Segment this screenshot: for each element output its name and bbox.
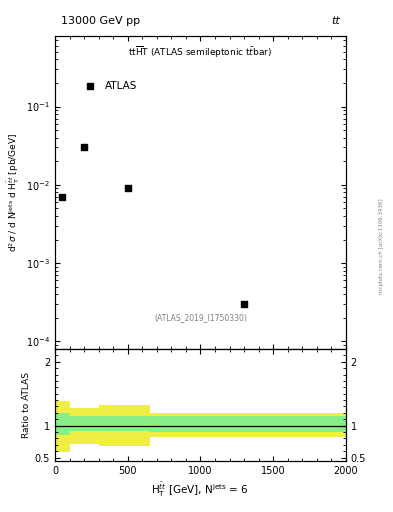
Text: 13000 GeV pp: 13000 GeV pp (61, 16, 140, 27)
Point (81, 143, 87, 152)
Text: mcplots.cern.ch [arXiv:1306.3436]: mcplots.cern.ch [arXiv:1306.3436] (379, 198, 384, 293)
Text: (ATLAS_2019_I1750330): (ATLAS_2019_I1750330) (154, 313, 247, 322)
Point (125, 184, 131, 193)
Point (241, 300, 247, 308)
Y-axis label: Ratio to ATLAS: Ratio to ATLAS (22, 372, 31, 438)
Point (52, 30, 58, 38)
Text: tt: tt (331, 16, 340, 27)
X-axis label: H$_{\rm T}^{\bar{t}t}$ [GeV], N$^{\rm jets}$ = 6: H$_{\rm T}^{\bar{t}t}$ [GeV], N$^{\rm je… (151, 481, 250, 500)
Text: ATLAS: ATLAS (105, 81, 137, 91)
Y-axis label: d$^2\sigma$ / d N$^{\rm jets}$ d H$_{\rm T}^{\bar{t}t}$ [pb/GeV]: d$^2\sigma$ / d N$^{\rm jets}$ d H$_{\rm… (6, 133, 22, 252)
Point (59, 193, 65, 201)
Text: tt$\overline{\rm H}$T (ATLAS semileptonic t$\bar{t}$bar): tt$\overline{\rm H}$T (ATLAS semileptoni… (129, 45, 272, 60)
